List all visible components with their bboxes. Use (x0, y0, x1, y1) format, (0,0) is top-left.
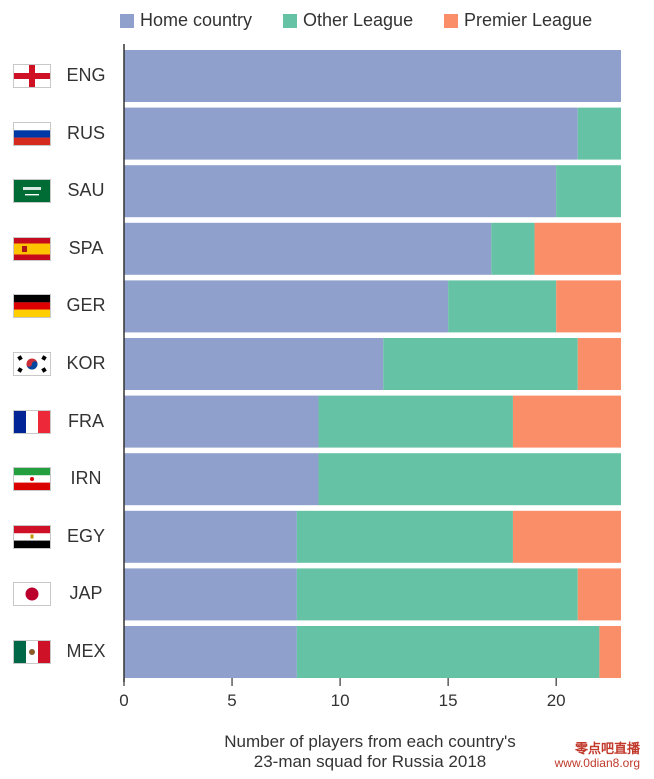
bar-egy-other-league (296, 510, 513, 563)
x-tick-label-5: 5 (227, 691, 236, 710)
bar-ger-premier-league (556, 280, 621, 333)
bar-ger-home-country (124, 280, 449, 333)
legend-swatch-premier-league (444, 13, 458, 28)
bar-rus-home-country (124, 107, 578, 160)
bar-fra-premier-league (512, 395, 621, 448)
bar-spa-home-country (124, 222, 492, 275)
legend-item-other-league: Other League (283, 10, 413, 31)
flag-eng-icon (14, 65, 50, 87)
flag-ger-icon (14, 295, 50, 318)
bar-rus-other-league (577, 107, 621, 160)
bar-jap-other-league (296, 568, 578, 621)
category-label-eng: ENG (66, 65, 106, 85)
legend-item-home-country: Home country (120, 10, 252, 31)
flag-jap-icon (14, 583, 50, 606)
watermark-line-2: www.0dian8.org (554, 756, 640, 770)
category-label-ger: GER (66, 295, 106, 316)
bar-fra-other-league (318, 395, 513, 448)
legend-item-premier-league: Premier League (444, 10, 592, 31)
watermark: 零点吧直播 www.0dian8.org (555, 741, 640, 771)
bar-irn-other-league (318, 453, 621, 506)
bar-kor-home-country (124, 338, 384, 390)
bar-irn-home-country (124, 453, 319, 506)
x-tick-label-15: 15 (439, 691, 458, 710)
category-label-kor: KOR (66, 353, 106, 373)
flag-rus-icon (14, 122, 50, 145)
flag-irn-icon (14, 468, 50, 491)
bar-spa-premier-league (534, 222, 621, 275)
bar-fra-home-country (124, 395, 319, 448)
legend-label-other-league: Other League (303, 10, 414, 30)
chart-legend: Home country Other League Premier League (0, 6, 654, 36)
bar-sau-other-league (556, 165, 621, 218)
bar-egy-premier-league (512, 510, 621, 563)
bar-mex-other-league (296, 626, 600, 678)
category-label-jap: JAP (69, 583, 103, 604)
flag-fra-icon (14, 410, 50, 433)
bar-jap-home-country (124, 568, 297, 621)
bar-mex-premier-league (599, 626, 621, 678)
bar-egy-home-country (124, 510, 297, 563)
category-label-mex: MEX (66, 641, 106, 661)
bar-sau-home-country (124, 165, 557, 218)
category-label-sau: SAU (67, 180, 105, 201)
watermark-line-1: 零点吧直播 (574, 741, 640, 756)
bar-kor-premier-league (577, 338, 621, 390)
x-axis-label-line-2: 23-man squad for Russia 2018 (253, 752, 487, 771)
legend-swatch-home-country (120, 13, 134, 28)
x-axis-label: Number of players from each country's 23… (150, 732, 590, 772)
flag-sau-icon (14, 180, 50, 203)
bar-ger-other-league (448, 280, 557, 333)
bar-kor-other-league (383, 338, 578, 390)
category-label-egy: EGY (66, 525, 105, 546)
flag-kor-icon (14, 353, 50, 375)
flag-spa-icon (14, 237, 50, 260)
category-label-rus: RUS (66, 122, 105, 143)
x-axis-label-line-1: Number of players from each country's (224, 732, 516, 751)
flag-mex-icon (14, 641, 50, 663)
bar-jap-premier-league (577, 568, 621, 621)
legend-label-home-country: Home country (140, 10, 253, 30)
x-tick-label-20: 20 (547, 691, 566, 710)
bar-eng-home-country (124, 50, 621, 102)
category-label-irn: IRN (70, 468, 102, 489)
legend-label-premier-league: Premier League (464, 10, 593, 30)
bar-spa-other-league (491, 222, 535, 275)
x-tick-label-10: 10 (331, 691, 350, 710)
legend-swatch-other-league (283, 13, 297, 28)
flag-egy-icon (14, 525, 50, 548)
category-label-fra: FRA (68, 410, 104, 431)
x-tick-label-0: 0 (119, 691, 128, 710)
category-label-spa: SPA (68, 237, 104, 258)
bar-mex-home-country (124, 626, 297, 678)
